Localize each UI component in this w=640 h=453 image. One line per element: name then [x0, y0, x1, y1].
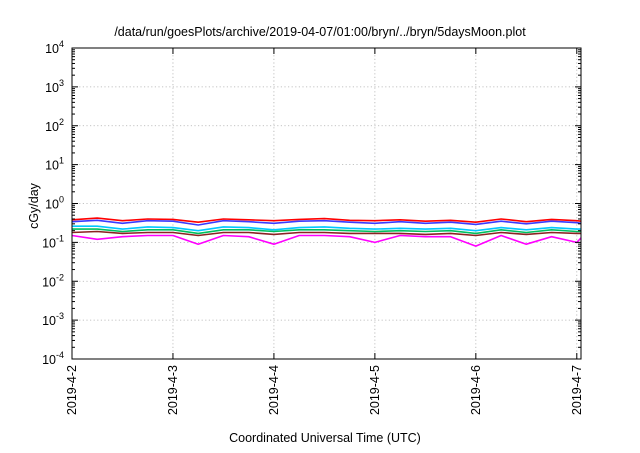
x-tick-label: 2019-4-2 [65, 365, 79, 415]
series-line-1 [71, 217, 582, 223]
y-tick-labels: 104 103 102 101 100 10-1 10-2 10-3 10-4 [42, 39, 64, 367]
y-tick-label: 101 [45, 156, 64, 173]
x-tick-label: 2019-4-6 [469, 365, 483, 415]
y-axis-label: cGy/day [27, 182, 41, 229]
y-tick-label: 10-1 [42, 233, 64, 250]
y-tick-label: 10-3 [42, 311, 64, 328]
series-group [71, 217, 582, 247]
x-tick-labels: 2019-4-2 2019-4-3 2019-4-4 2019-4-5 2019-4-6… [65, 365, 584, 415]
y-tick-label: 104 [45, 39, 64, 56]
y-tick-label: 10-4 [42, 350, 64, 367]
series-line-6 [71, 234, 582, 247]
x-tick-label: 2019-4-4 [267, 365, 281, 415]
y-tick-label: 10-2 [42, 272, 64, 289]
x-tick-label: 2019-4-5 [368, 365, 382, 415]
gridlines [72, 48, 581, 359]
x-axis-label: Coordinated Universal Time (UTC) [229, 431, 421, 445]
series-line-5 [71, 230, 581, 237]
y-tick-label: 103 [45, 78, 64, 95]
series-line-2 [71, 219, 582, 226]
tick-marks [71, 47, 581, 360]
y-tick-label: 102 [45, 117, 64, 134]
x-tick-label: 2019-4-7 [570, 365, 584, 415]
series-line-3 [72, 225, 581, 232]
x-tick-label: 2019-4-3 [166, 365, 180, 415]
chart-title: /data/run/goesPlots/archive/2019-04-07/0… [114, 25, 526, 39]
series-line-4 [72, 228, 581, 235]
y-tick-label: 100 [45, 195, 64, 212]
